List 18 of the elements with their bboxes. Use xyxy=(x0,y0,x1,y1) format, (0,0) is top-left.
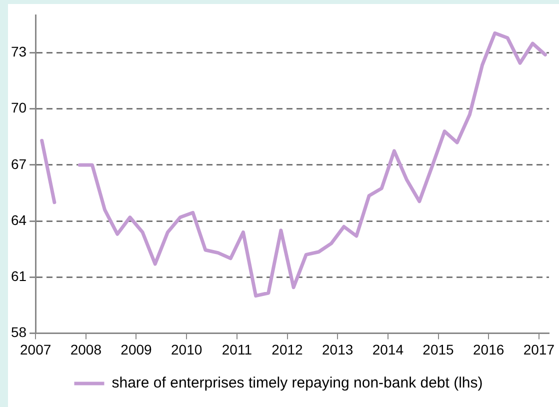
x-tick-label: 2011 xyxy=(222,341,252,358)
x-tick-label: 2012 xyxy=(272,341,304,358)
x-tick-label: 2008 xyxy=(70,341,102,358)
x-tick-label: 2014 xyxy=(372,341,404,358)
x-tick-label: 2009 xyxy=(120,341,152,358)
y-tick-label: 58 xyxy=(10,324,27,340)
x-tick-label: 2013 xyxy=(322,341,354,358)
y-tick-label: 67 xyxy=(10,156,27,172)
legend-label: share of enterprises timely repaying non-bank debt (lhs) xyxy=(112,374,483,392)
x-tick-label: 2016 xyxy=(473,341,504,358)
y-tick-label: 73 xyxy=(10,44,27,60)
x-tick-label: 2015 xyxy=(422,341,454,358)
x-tick-label: 2017 xyxy=(523,341,555,358)
y-tick-label: 70 xyxy=(10,100,27,116)
x-tick-label: 2007 xyxy=(20,341,52,358)
y-tick-label: 61 xyxy=(10,268,27,284)
y-tick-label: 64 xyxy=(10,212,27,228)
x-tick-label: 2010 xyxy=(171,341,202,358)
